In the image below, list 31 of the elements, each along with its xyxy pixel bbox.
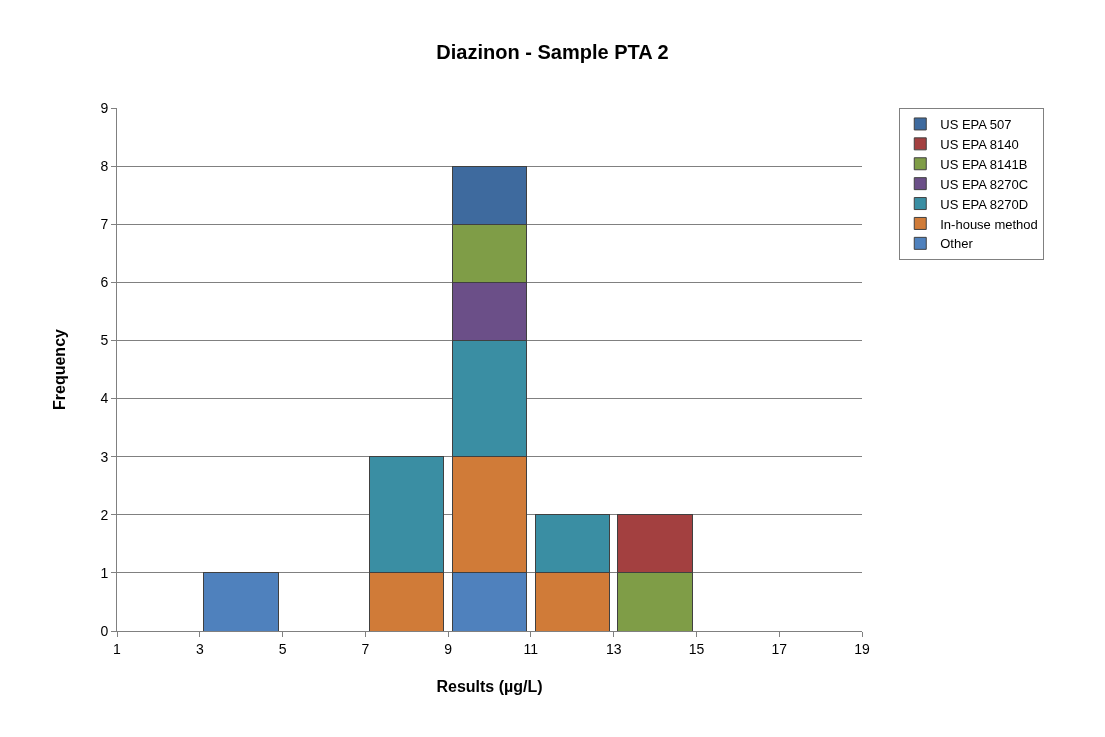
x-tick-label: 3 <box>195 640 204 657</box>
legend-label: US EPA 8270C <box>940 176 1029 192</box>
y-tick-label: 1 <box>100 564 109 581</box>
legend-label: Other <box>940 236 974 252</box>
y-tick-label: 0 <box>100 622 109 639</box>
y-tick-label: 4 <box>100 390 109 407</box>
x-tick-label: 17 <box>771 640 788 657</box>
y-tick-label: 9 <box>100 99 109 116</box>
y-tick-label: 5 <box>100 332 109 349</box>
y-tick-label: 3 <box>100 448 109 465</box>
x-tick-label: 11 <box>523 640 539 657</box>
x-tick-label: 5 <box>278 640 287 657</box>
x-tick-label: 13 <box>605 640 622 657</box>
y-tick-label: 8 <box>100 158 109 175</box>
legend-label: US EPA 8141B <box>940 156 1028 172</box>
legend-label: US EPA 8270D <box>940 196 1029 212</box>
y-tick-label: 2 <box>100 506 109 523</box>
y-axis-title: Frequency <box>51 328 69 410</box>
x-tick-label: 19 <box>854 640 870 657</box>
x-tick-label: 9 <box>444 640 453 657</box>
legend-label: US EPA 8140 <box>940 136 1019 152</box>
x-tick-label: 7 <box>361 640 370 657</box>
x-tick-label: 15 <box>688 640 705 657</box>
x-tick-label: 1 <box>113 640 122 657</box>
x-axis-title: Results (µg/L) <box>436 678 543 696</box>
legend-label: In-house method <box>940 216 1038 232</box>
y-tick-label: 6 <box>100 274 109 291</box>
bar <box>203 572 279 631</box>
legend-label: US EPA 507 <box>940 117 1012 133</box>
y-tick-label: 7 <box>100 216 109 233</box>
chart-title: Diazinon - Sample PTA 2 <box>436 40 669 63</box>
